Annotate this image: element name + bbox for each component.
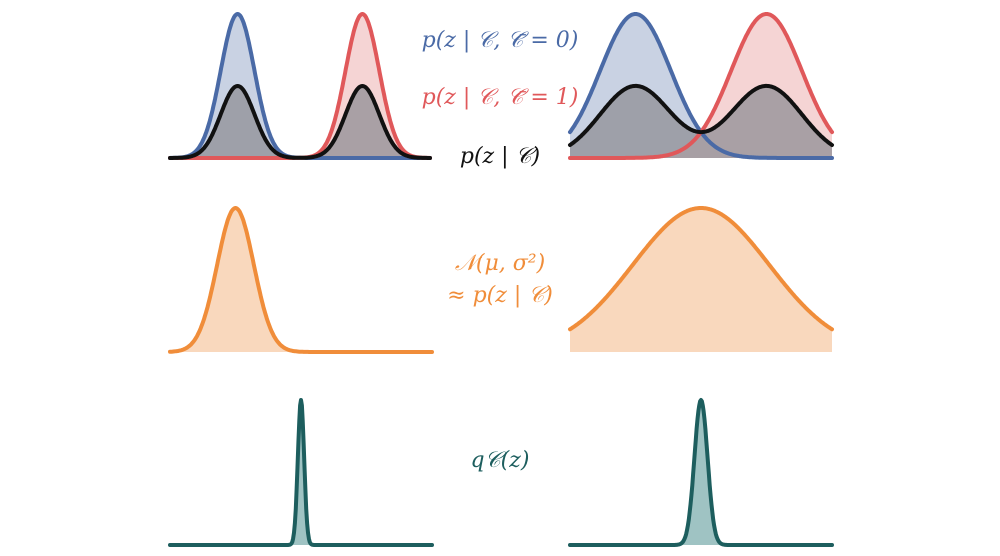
normal-right-panel [568,206,834,352]
q-left-panel [168,398,434,547]
q-left-curve [168,398,434,547]
mixture-right-black-fill [570,85,832,158]
label-q-c-z: q𝒞(z) [471,448,530,473]
label-p-z-given-c: p(z | 𝒞) [460,144,540,169]
q-left-fill [170,400,432,545]
mixture-right-panel [568,12,834,160]
mixture-right-black-curve [568,83,834,147]
label-p-z-given-c-cbar-0: p(z | 𝒞, 𝒞̄ = 0) [422,28,579,53]
label-approx-p-z-given-c: ≈ p(z | 𝒞) [447,283,553,308]
mixture-left-black-curve [168,84,432,160]
mixture-left-panel [168,12,432,160]
normal-left-curve [168,206,434,354]
normal-left-fill [170,208,432,352]
q-right-fill [570,400,832,545]
q-right-curve [568,398,834,547]
normal-right-fill [570,208,832,352]
mixture-left-black-fill [170,86,430,158]
label-p-z-given-c-cbar-1: p(z | 𝒞, 𝒞̄ = 1) [422,85,579,110]
normal-right-curve [568,206,834,332]
q-right-panel [568,398,834,547]
normal-left-panel [168,206,434,354]
label-normal: 𝒩(μ, σ²) [455,251,545,276]
